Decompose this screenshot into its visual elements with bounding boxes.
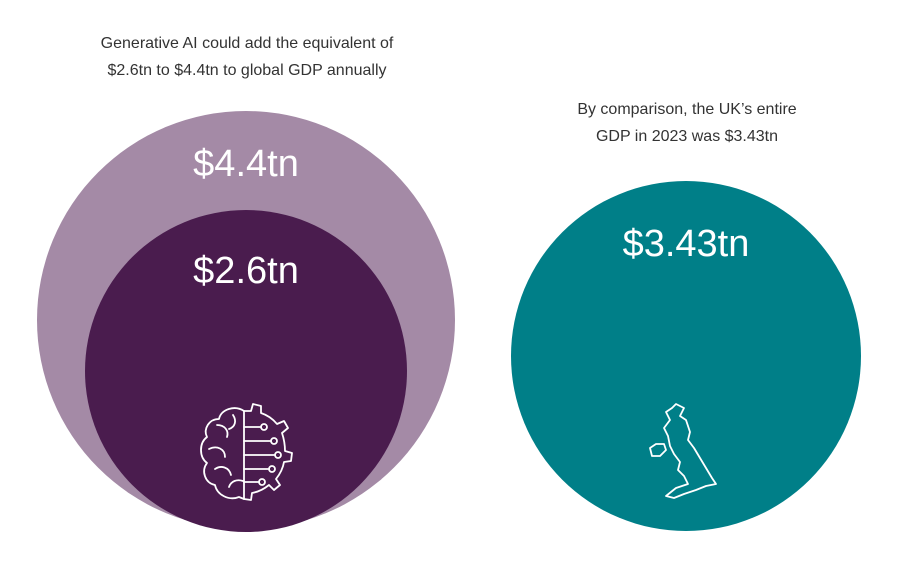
bubble-uk-gdp-label: $3.43tn: [623, 223, 750, 265]
bubble-ai-upper-label: $4.4tn: [193, 143, 299, 185]
ai-caption-line-1: Generative AI could add the equivalent o…: [100, 35, 394, 52]
ai-caption-line-2: $2.6tn to $4.4tn to global GDP annually: [107, 62, 387, 79]
uk-map-outline-icon: [649, 403, 717, 499]
ai-caption: Generative AI could add the equivalent o…: [40, 30, 454, 84]
bubble-ai-lower: [85, 210, 407, 532]
brain-gear-circuit-icon: [200, 403, 293, 501]
bubble-uk-gdp: [511, 181, 861, 531]
uk-caption-line-2: GDP in 2023 was $3.43tn: [595, 128, 779, 145]
uk-caption-line-1: By comparison, the UK’s entire: [577, 101, 797, 118]
bubble-ai-lower-label: $2.6tn: [193, 250, 299, 292]
uk-caption: By comparison, the UK’s entire GDP in 20…: [520, 96, 854, 150]
